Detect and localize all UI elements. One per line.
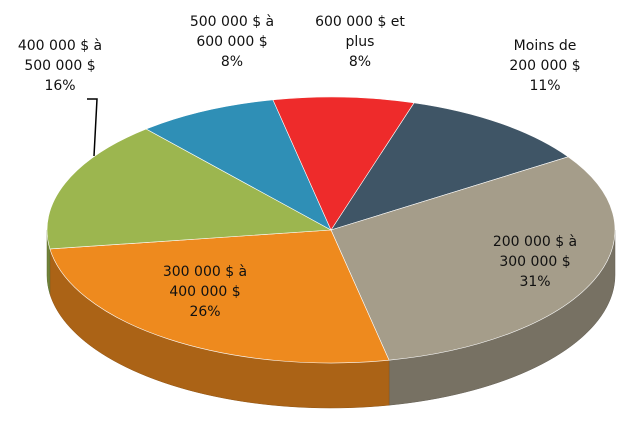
pie-slice	[272, 96, 415, 231]
pie-slice	[46, 128, 333, 250]
category-label: 600 000 $ et plus	[315, 14, 405, 50]
value-label: 11%	[529, 78, 561, 94]
pie-slice	[145, 99, 332, 231]
slice-label: Moins de 200 000 $ 11%	[490, 36, 600, 96]
slice-label: 400 000 $ à 500 000 $ 16%	[5, 36, 115, 96]
value-label: 31%	[519, 274, 551, 290]
pie-slice	[49, 229, 390, 364]
value-label: 16%	[44, 78, 76, 94]
value-label: 26%	[189, 304, 221, 320]
category-label: Moins de 200 000 $	[509, 38, 581, 74]
category-label: 300 000 $ à 400 000 $	[162, 264, 248, 300]
pie-slice	[330, 102, 569, 231]
slice-label: 200 000 $ à 300 000 $ 31%	[480, 232, 590, 292]
category-label: 500 000 $ à 600 000 $	[189, 14, 275, 50]
slice-label: 600 000 $ et plus 8%	[305, 12, 415, 72]
value-label: 8%	[348, 54, 372, 70]
pie-slice	[330, 156, 616, 361]
leader-line	[87, 98, 98, 157]
slice-label: 300 000 $ à 400 000 $ 26%	[150, 262, 260, 322]
slice-label: 500 000 $ à 600 000 $ 8%	[177, 12, 287, 72]
value-label: 8%	[220, 54, 244, 70]
category-label: 200 000 $ à 300 000 $	[492, 234, 578, 270]
category-label: 400 000 $ à 500 000 $	[17, 38, 103, 74]
